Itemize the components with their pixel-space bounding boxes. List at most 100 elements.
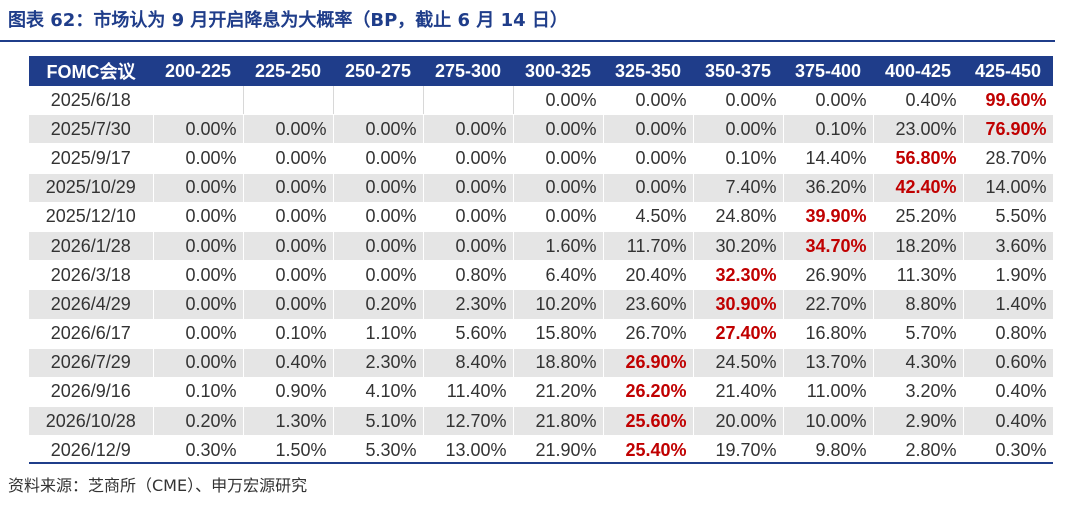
meeting-date-cell: 2026/12/9 [29, 435, 154, 466]
probability-cell: 0.00% [513, 143, 604, 174]
header-cell: 350-375 [693, 56, 783, 86]
probability-cell: 1.10% [333, 319, 424, 349]
rate-probability-table: FOMC会议 200-225 225-250 250-275 275-300 3… [29, 56, 1054, 466]
probability-cell: 11.00% [783, 377, 874, 408]
probability-cell: 0.10% [243, 319, 334, 349]
probability-cell: 0.00% [423, 231, 514, 262]
probability-cell: 0.00% [333, 114, 424, 145]
probability-cell: 10.00% [783, 406, 874, 437]
probability-cell: 0.30% [963, 435, 1054, 466]
table-row: 2026/12/9 0.30% 1.50% 5.30% 13.00% 21.90% 25.4… [29, 435, 1054, 466]
probability-cell: 0.00% [603, 173, 694, 203]
probability-cell: 12.70% [423, 406, 514, 437]
probability-cell: 0.00% [243, 289, 334, 320]
probability-cell: 21.20% [513, 377, 604, 408]
probability-cell: 5.50% [963, 202, 1054, 232]
probability-cell: 56.80% [873, 143, 964, 174]
probability-cell: 34.70% [783, 231, 874, 262]
probability-cell: 0.00% [333, 173, 424, 203]
table-body: 2025/6/18 0.00% 0.00% 0.00% 0.00% 0.40% 99.60%… [29, 86, 1054, 466]
probability-cell: 24.50% [693, 348, 784, 378]
probability-cell: 0.00% [513, 202, 604, 232]
probability-cell: 2.30% [333, 348, 424, 378]
table-row: 2026/9/16 0.10% 0.90% 4.10% 11.40% 21.20% 26.2… [29, 377, 1054, 408]
probability-cell: 1.60% [513, 231, 604, 262]
probability-cell: 0.60% [963, 348, 1054, 378]
meeting-date-cell: 2025/9/17 [29, 143, 154, 174]
probability-cell: 11.30% [873, 260, 964, 291]
probability-cell: 0.00% [333, 202, 424, 232]
table-row: 2026/10/28 0.20% 1.30% 5.10% 12.70% 21.80% 25.… [29, 406, 1054, 437]
probability-cell: 3.60% [963, 231, 1054, 262]
probability-cell: 21.80% [513, 406, 604, 437]
table-row: 2026/6/17 0.00% 0.10% 1.10% 5.60% 15.80% 26.70… [29, 319, 1054, 349]
meeting-date-cell: 2025/7/30 [29, 114, 154, 145]
header-cell: 325-350 [603, 56, 693, 86]
probability-cell: 0.10% [153, 377, 244, 408]
probability-cell: 76.90% [963, 114, 1054, 145]
probability-cell: 0.80% [423, 260, 514, 291]
probability-cell: 27.40% [693, 319, 784, 349]
probability-cell: 0.00% [153, 114, 244, 145]
table-row: 2025/10/29 0.00% 0.00% 0.00% 0.00% 0.00% 0.00%… [29, 173, 1054, 203]
probability-cell: 25.40% [603, 435, 694, 466]
meeting-date-cell: 2025/6/18 [29, 86, 154, 116]
probability-cell: 8.80% [873, 289, 964, 320]
probability-cell: 0.00% [153, 202, 244, 232]
header-cell: 200-225 [153, 56, 243, 86]
probability-cell [243, 86, 334, 116]
probability-cell [153, 86, 244, 116]
probability-cell: 0.90% [243, 377, 334, 408]
probability-cell: 25.60% [603, 406, 694, 437]
probability-cell: 0.00% [513, 173, 604, 203]
probability-cell: 0.00% [153, 260, 244, 291]
meeting-date-cell: 2026/4/29 [29, 289, 154, 320]
probability-cell: 36.20% [783, 173, 874, 203]
source-note: 资料来源：芝商所（CME）、申万宏源研究 [8, 476, 308, 495]
probability-cell: 0.00% [603, 86, 694, 116]
probability-cell: 25.20% [873, 202, 964, 232]
probability-cell: 0.00% [513, 86, 604, 116]
probability-cell: 0.00% [783, 86, 874, 116]
probability-cell: 39.90% [783, 202, 874, 232]
probability-cell: 0.00% [423, 143, 514, 174]
probability-cell: 1.90% [963, 260, 1054, 291]
probability-cell: 0.80% [963, 319, 1054, 349]
probability-cell: 30.20% [693, 231, 784, 262]
probability-cell: 0.10% [693, 143, 784, 174]
probability-cell: 0.00% [423, 202, 514, 232]
probability-cell: 23.00% [873, 114, 964, 145]
probability-cell: 5.70% [873, 319, 964, 349]
probability-cell: 1.40% [963, 289, 1054, 320]
header-cell: 250-275 [333, 56, 423, 86]
meeting-date-cell: 2026/6/17 [29, 319, 154, 349]
probability-cell: 0.40% [963, 377, 1054, 408]
probability-cell: 0.00% [153, 143, 244, 174]
probability-cell: 32.30% [693, 260, 784, 291]
probability-cell: 26.90% [603, 348, 694, 378]
probability-cell: 28.70% [963, 143, 1054, 174]
probability-cell: 14.00% [963, 173, 1054, 203]
table-row: 2025/7/30 0.00% 0.00% 0.00% 0.00% 0.00% 0.00% 0… [29, 114, 1054, 145]
header-cell: 300-325 [513, 56, 603, 86]
probability-cell: 13.70% [783, 348, 874, 378]
probability-cell: 23.60% [603, 289, 694, 320]
probability-cell: 0.00% [153, 289, 244, 320]
meeting-date-cell: 2026/1/28 [29, 231, 154, 262]
probability-cell: 0.00% [333, 231, 424, 262]
probability-cell: 5.30% [333, 435, 424, 466]
probability-cell: 14.40% [783, 143, 874, 174]
probability-cell: 10.20% [513, 289, 604, 320]
probability-cell: 0.00% [603, 114, 694, 145]
probability-cell: 26.90% [783, 260, 874, 291]
probability-cell: 7.40% [693, 173, 784, 203]
probability-cell: 21.90% [513, 435, 604, 466]
probability-cell [333, 86, 424, 116]
probability-cell: 16.80% [783, 319, 874, 349]
table-row: 2026/4/29 0.00% 0.00% 0.20% 2.30% 10.20% 23.60… [29, 289, 1054, 320]
probability-cell: 0.00% [153, 319, 244, 349]
header-cell: 275-300 [423, 56, 513, 86]
meeting-date-cell: 2026/9/16 [29, 377, 154, 408]
probability-cell [423, 86, 514, 116]
probability-cell: 19.70% [693, 435, 784, 466]
